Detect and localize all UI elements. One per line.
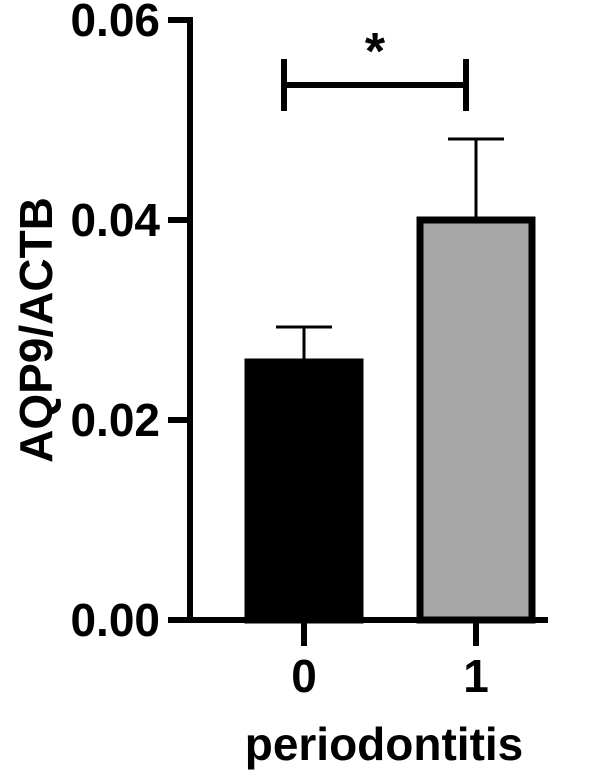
axes-group <box>187 17 548 623</box>
y-axis-label: AQP9/ACTB <box>10 197 62 463</box>
x-tick-label: 0 <box>291 650 317 702</box>
significance-label: * <box>365 23 386 81</box>
x-axis-label: periodontitis <box>245 718 524 770</box>
y-tick-label: 0.02 <box>70 394 160 446</box>
y-tick-label: 0.00 <box>70 594 160 646</box>
y-tick-label: 0.06 <box>70 0 160 46</box>
x-tick-label: 1 <box>463 650 489 702</box>
bar-1 <box>416 216 536 624</box>
y-ticks-group: 0.00 0.02 0.04 0.06 <box>70 0 190 646</box>
bars-group <box>244 216 536 624</box>
bar-0 <box>244 358 364 624</box>
significance-group: * <box>281 23 469 111</box>
y-tick-label: 0.04 <box>70 194 160 246</box>
error-bars-group <box>276 137 504 362</box>
